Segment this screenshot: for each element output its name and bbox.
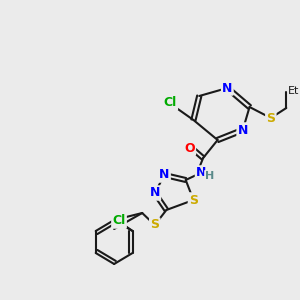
Text: N: N <box>238 124 248 136</box>
Text: N: N <box>222 82 232 94</box>
Text: Cl: Cl <box>164 97 177 110</box>
Text: N: N <box>196 167 206 179</box>
Text: Cl: Cl <box>112 214 126 227</box>
Text: N: N <box>159 169 170 182</box>
Text: S: S <box>150 218 159 232</box>
Text: H: H <box>205 171 214 181</box>
Text: Et: Et <box>288 86 300 96</box>
Text: N: N <box>150 187 160 200</box>
Text: S: S <box>266 112 275 124</box>
Text: S: S <box>189 194 198 206</box>
Text: O: O <box>184 142 195 154</box>
